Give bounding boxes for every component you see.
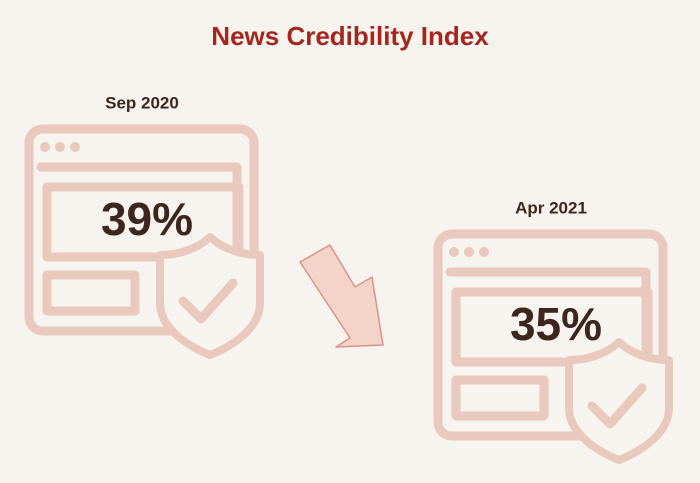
- period-label: Sep 2020: [105, 93, 179, 112]
- window-dot: [70, 142, 80, 152]
- value-label: 35%: [510, 298, 602, 350]
- browser-icon: 39%: [24, 124, 264, 359]
- chart-title: News Credibility Index: [211, 21, 489, 51]
- content-box: [451, 287, 653, 367]
- browser-icon: 35%: [433, 229, 673, 464]
- value-label: 39%: [101, 193, 193, 245]
- window-dot: [449, 247, 459, 257]
- small-box: [42, 270, 140, 316]
- arrow: [299, 244, 384, 348]
- content-box: [42, 182, 244, 262]
- window-frame: [433, 229, 668, 441]
- shield: [156, 233, 264, 359]
- window-dot: [479, 247, 489, 257]
- period-label: Apr 2021: [515, 198, 587, 217]
- small-box: [451, 375, 549, 421]
- checkmark: [587, 383, 647, 429]
- window-frame: [24, 124, 259, 336]
- window-dot: [40, 142, 50, 152]
- window-dot: [55, 142, 65, 152]
- window-dot: [464, 247, 474, 257]
- shield: [565, 338, 673, 464]
- checkmark: [178, 278, 238, 324]
